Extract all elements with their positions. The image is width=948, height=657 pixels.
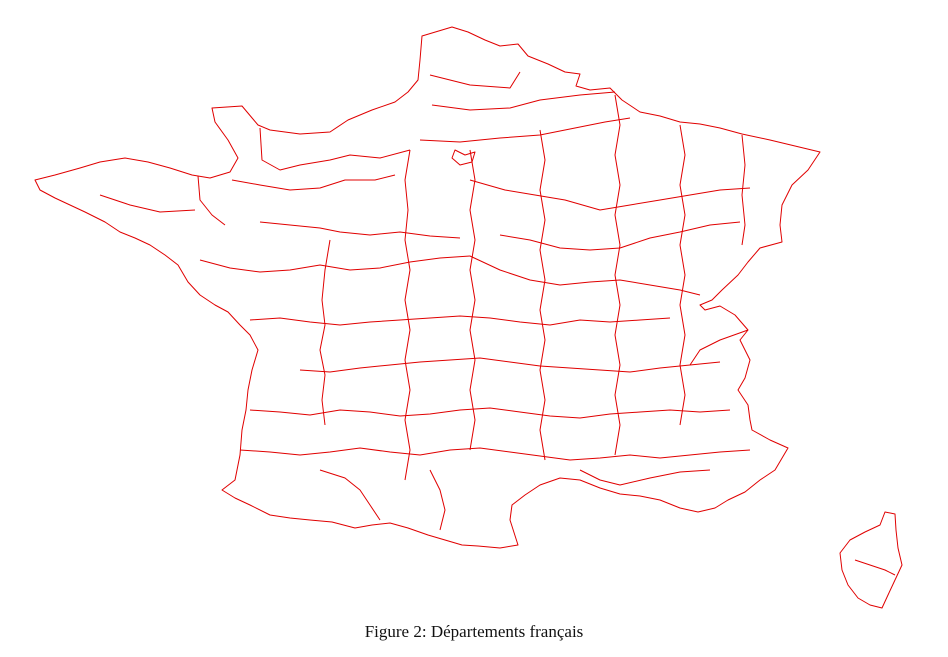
departement-border (469, 179, 751, 211)
departement-border (741, 134, 746, 246)
departement-border (197, 175, 226, 226)
departement-border (231, 174, 396, 191)
departement-border (249, 315, 671, 326)
departement-border (689, 329, 749, 366)
departement-border (429, 71, 521, 89)
departement-border (404, 149, 411, 481)
departement-border (614, 94, 621, 456)
corsica-outline (839, 511, 903, 609)
departement-border (199, 255, 471, 273)
departement-border (854, 559, 896, 576)
departement-border (259, 127, 411, 171)
departement-border (469, 255, 701, 296)
figure-caption: Figure 2: Départements français (364, 622, 584, 641)
departement-border (249, 407, 731, 419)
departement-border (579, 469, 711, 486)
mainland-france-outline (34, 26, 821, 549)
departement-border (431, 91, 616, 111)
departement-border (299, 357, 721, 373)
departement-border (319, 239, 331, 426)
departement-border (679, 124, 686, 426)
departement-border (319, 469, 381, 521)
departement-border (259, 221, 461, 239)
departement-border (429, 469, 446, 531)
france-departements-map (34, 26, 903, 609)
departement-border (539, 129, 546, 461)
departement-border (419, 117, 631, 143)
departement-border (239, 447, 751, 461)
departement-border (99, 194, 196, 213)
departement-border (451, 149, 476, 166)
departement-border (469, 149, 476, 451)
